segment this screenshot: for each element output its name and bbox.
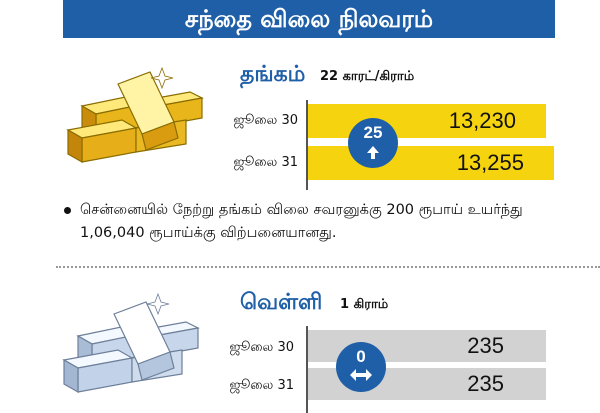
gold-axis-line [306, 100, 308, 190]
silver-change-amount: 0 [356, 347, 366, 366]
arrow-left-right-icon [350, 369, 372, 381]
gold-change-badge: 25 [348, 118, 398, 168]
gold-bars-illustration [66, 66, 204, 164]
gold-value-day2: 13,255 [456, 150, 524, 175]
gold-row-label-1: ஜூலை 30 [233, 113, 298, 128]
bullet-dot [64, 207, 71, 214]
silver-value-day1: 235 [467, 333, 504, 358]
silver-title: வெள்ளி [240, 290, 323, 315]
silver-row-label-2: ஜூலை 31 [229, 378, 294, 393]
silver-value-day2: 235 [467, 371, 504, 396]
silver-unit: 1 கிராம் [340, 297, 389, 312]
silver-axis-line [306, 326, 308, 413]
gold-title: தங்கம் [240, 62, 306, 87]
gold-row-label-2: ஜூலை 31 [233, 155, 298, 170]
gold-price-note: சென்னையில் நேற்று தங்கம் விலை சவரனுக்கு … [80, 202, 523, 241]
silver-row-label-1: ஜூலை 30 [229, 340, 294, 355]
silver-change-badge: 0 [336, 342, 386, 392]
silver-bars-illustration [62, 292, 200, 394]
page-title: சந்தை விலை நிலவரம் [63, 0, 555, 38]
gold-unit: 22 காரட்/கிராம் [320, 69, 415, 84]
gold-bar-day1: 13,230 [308, 104, 546, 138]
gold-value-day1: 13,230 [448, 108, 516, 133]
gold-bar-day2: 13,255 [308, 146, 554, 180]
gold-change-amount: 25 [363, 123, 383, 142]
arrow-up-icon [367, 146, 379, 159]
section-divider [56, 266, 600, 268]
